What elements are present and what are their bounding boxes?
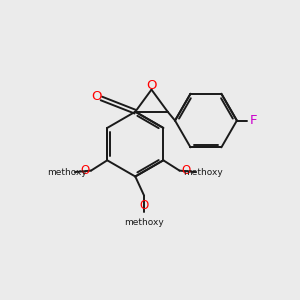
Text: F: F [249, 114, 257, 127]
Text: methoxy: methoxy [48, 168, 87, 177]
Text: O: O [181, 164, 190, 177]
Text: methoxy: methoxy [183, 168, 223, 177]
Text: O: O [91, 90, 101, 103]
Text: methoxy: methoxy [124, 218, 164, 227]
Text: O: O [146, 79, 157, 92]
Text: O: O [80, 164, 90, 177]
Text: O: O [140, 199, 149, 212]
